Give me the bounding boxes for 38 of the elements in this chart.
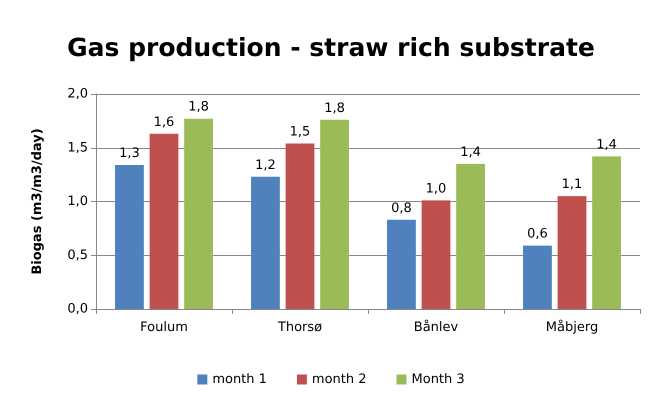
legend-label: month 1	[212, 372, 267, 387]
x-tick-label: Bånlev	[414, 319, 459, 335]
data-label: 1,0	[426, 181, 446, 196]
y-tick-label: 1,0	[67, 194, 88, 209]
y-tick-label: 0,5	[67, 248, 88, 263]
chart-title: Gas production - straw rich substrate	[67, 33, 595, 62]
data-label: 1,4	[460, 144, 481, 160]
bar	[387, 220, 416, 309]
data-label: 0,6	[527, 226, 548, 242]
legend-label: Month 3	[412, 372, 465, 387]
bar	[592, 156, 621, 309]
bar	[115, 164, 144, 309]
data-label: 1,8	[188, 100, 209, 115]
y-tick-label: 2,0	[67, 86, 88, 102]
data-label: 1,2	[255, 158, 276, 173]
y-axis-title: Biogas (m3/m3/day)	[30, 128, 45, 275]
bar	[456, 164, 485, 309]
legend-label: month 2	[312, 372, 367, 387]
bar	[523, 246, 552, 309]
bar	[320, 120, 349, 309]
x-tick-label: Thorsø	[276, 320, 322, 335]
data-label: 1,6	[154, 114, 174, 130]
bar	[558, 196, 586, 309]
data-label: 1,5	[290, 124, 310, 140]
data-label: 0,8	[391, 200, 412, 216]
bar	[251, 176, 280, 309]
data-label: 1,3	[119, 146, 140, 161]
data-label: 1,8	[324, 100, 345, 116]
y-tick-label: 1,5	[67, 140, 88, 156]
x-tick-label: Måbjerg	[546, 319, 598, 335]
bar	[150, 134, 178, 309]
bar	[422, 200, 450, 309]
bar	[286, 143, 314, 309]
data-label: 1,4	[596, 137, 617, 152]
data-label: 1,1	[562, 177, 582, 192]
y-tick-label: 0,0	[67, 302, 88, 316]
bar	[184, 118, 213, 309]
x-tick-label: Foulum	[140, 320, 188, 335]
